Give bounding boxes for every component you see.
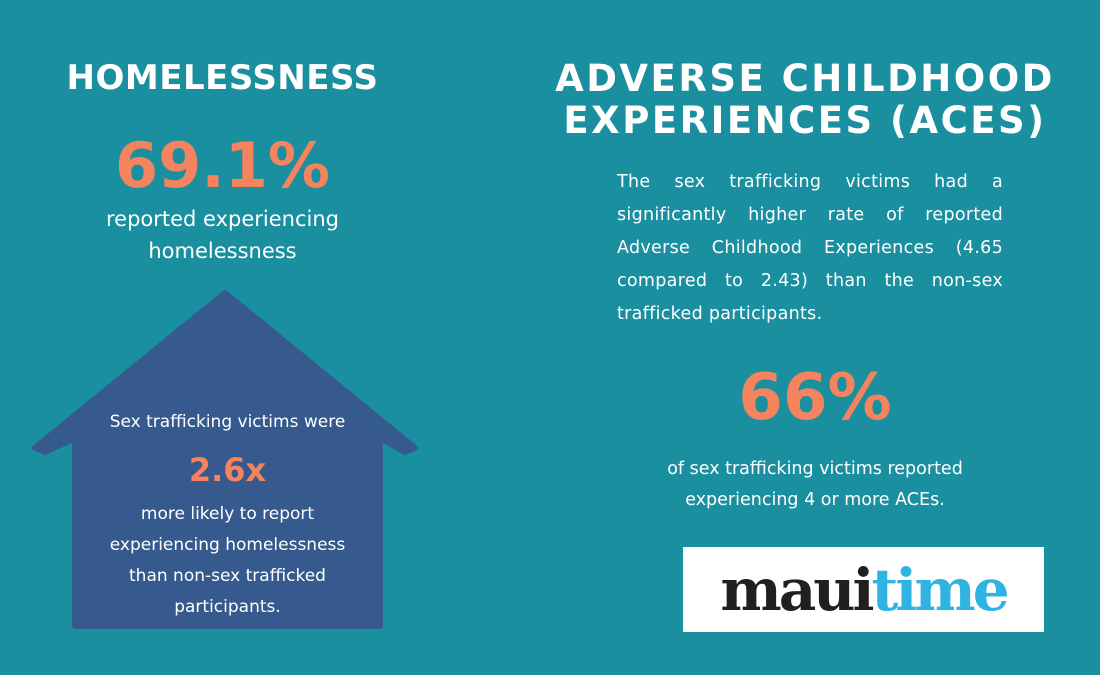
logo-wordmark: mauitime [720, 561, 1009, 619]
aces-title: ADVERSE CHILDHOOD EXPERIENCES (ACES) [520, 58, 1090, 142]
logo-maui-text: maui [720, 555, 874, 624]
homelessness-title: HOMELESSNESS [66, 58, 379, 98]
house-stat: 2.6x [188, 451, 267, 489]
homelessness-stat: 69.1% [114, 129, 331, 202]
mauitime-logo: mauitime [683, 547, 1044, 632]
homelessness-description: reported experiencing homelessness [105, 207, 339, 263]
aces-title-line2: EXPERIENCES (ACES) [563, 99, 1047, 142]
house-body-shape [32, 290, 418, 629]
aces-paragraph: The sex trafficking victims had a signif… [617, 172, 1003, 324]
house-body-text: more likely to report experiencing homel… [109, 504, 346, 617]
aces-title-line1: ADVERSE CHILDHOOD [555, 57, 1055, 100]
aces-stat: 66% [738, 361, 892, 435]
house-lead-text: Sex trafficking victims were [109, 412, 346, 432]
logo-time-text: time [871, 555, 1010, 624]
aces-stat-description: of sex trafficking victims reported expe… [667, 459, 963, 510]
